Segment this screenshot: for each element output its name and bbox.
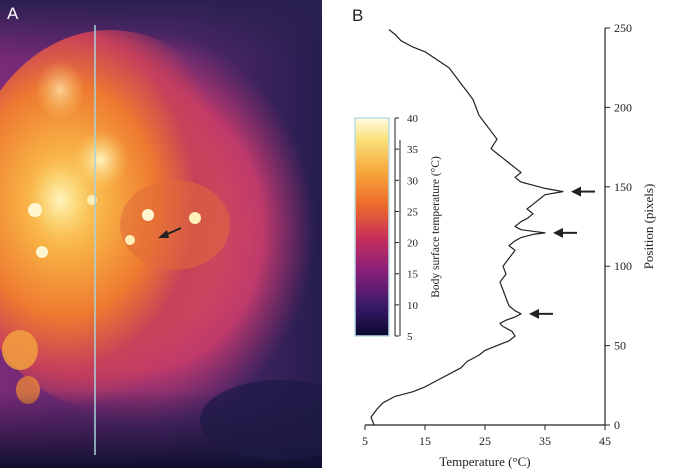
peak-arrows [529,186,595,319]
temperature-curve [370,29,564,426]
colorbar-tick-label: 15 [407,269,419,281]
y-axis-title: Position (pixels) [641,184,656,270]
thermal-image [0,0,322,468]
colorbar-tick-label: 35 [407,144,419,156]
x-tick-label: 45 [599,434,611,448]
peak-arrow-head [553,227,563,238]
colorbar-gradient [354,117,390,337]
colorbar-tick-label: 30 [407,175,419,187]
annotation-arrow-a [158,227,182,238]
x-tick-label: 15 [419,434,431,448]
y-tick-label: 200 [614,100,632,114]
colorbar-tick-label: 25 [407,206,419,218]
chart-axes [364,27,610,430]
y-tick-label: 50 [614,339,626,353]
colorbar: 5 10 15 20 25 30 35 40 Body surface temperature … [354,113,442,343]
peak-arrow [571,186,595,197]
colorbar-tick-label: 10 [407,300,419,312]
peak-arrow-head [529,308,539,319]
colorbar-label: Body surface temperature (°C) [430,156,442,298]
colorbar-tick-label: 40 [407,113,419,125]
y-tick-label: 150 [614,180,632,194]
x-tick-label: 5 [362,434,368,448]
x-axis-title: Temperature (°C) [439,454,530,469]
y-tick-label: 0 [614,418,620,432]
x-tick-label: 25 [479,434,491,448]
panel-b-label: B [352,6,364,25]
colorbar-tick-label: 20 [407,238,419,250]
profile-chart: 5 10 15 20 25 30 35 40 Body surface temperature … [354,21,656,469]
peak-arrow [553,227,577,238]
panel-a-label: A [7,4,19,23]
temperature-profile-panel: B 5 10 15 20 25 30 35 40 Body surface temperatur… [322,0,675,472]
y-tick-label: 100 [614,259,632,273]
y-tick-label: 250 [614,21,632,35]
temperature-line [370,29,564,426]
peak-arrow-head [571,186,581,197]
peak-arrow [529,308,553,319]
x-tick-label: 35 [539,434,551,448]
axis-labels: 5 15 25 35 450 50 100 150 200 250 Temperature (°C)… [362,21,656,469]
thermal-image-panel: A [0,0,322,468]
colorbar-tick-label: 5 [407,331,413,343]
